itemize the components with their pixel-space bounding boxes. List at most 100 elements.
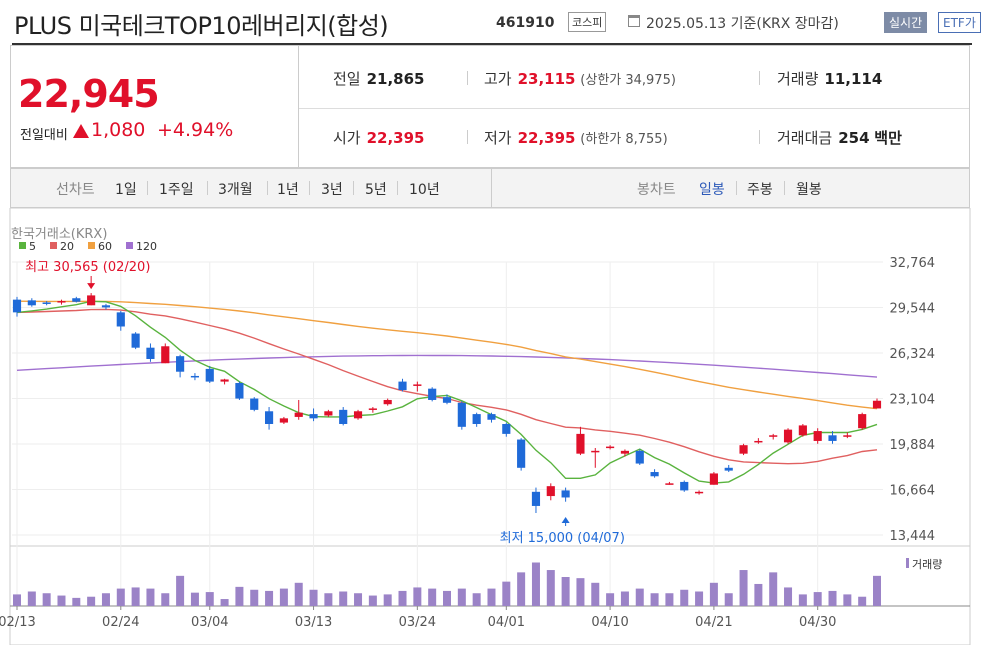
tab-separator [736,181,737,195]
candle-body [250,398,259,410]
ma-legend-label: 120 [136,240,157,253]
volume-bar [784,587,793,606]
volume-bar [873,575,881,606]
volume-bar [368,595,377,606]
amount-label: 거래대금 [777,129,833,147]
tab-3month[interactable]: 3개월 [218,182,253,198]
candle-body [176,356,185,372]
change-percent: +4.94% [157,119,234,141]
current-price-box: 22,945 전일대비 1,080 +4.94% [11,46,299,167]
chart-source-label: 한국거래소(KRX) [11,227,107,242]
chart-frame [9,207,971,646]
volume-bar [472,593,481,606]
volume-bar [42,593,51,606]
change-amount: 1,080 [91,119,146,141]
candle-body [858,414,867,429]
ma-legend-label: 60 [98,240,112,253]
tab-separator [784,181,785,195]
volume-label: 거래량 [777,70,819,88]
volume-bar [635,588,644,606]
volume-bar [309,589,318,606]
tab-10year[interactable]: 10년 [409,182,440,198]
candle-body [487,414,496,420]
prev-close-label: 전일 [333,70,361,88]
candle-body [576,433,585,454]
volume-bar [57,595,66,606]
volume-bar [576,578,585,606]
ma-line-60 [16,300,878,410]
volume-bar [754,583,763,606]
stock-chart: 한국거래소(KRX) 5 20 60 120 32,764 29,544 26,324 23,1… [0,207,983,646]
candle-body [813,431,822,441]
prev-close-cell: 전일 21,865 [333,68,425,89]
header-divider [12,43,972,45]
volume-bar [116,588,125,606]
tab-monthly[interactable]: 월봉 [796,182,822,198]
open-value: 22,395 [366,129,425,147]
high-arrow-head [87,283,96,290]
calendar-icon [628,15,640,27]
y-tick-label: 32,764 [890,256,936,271]
volume-bar [665,593,674,606]
volume-bar [27,591,36,606]
tab-separator [267,181,268,195]
candle-body [635,450,644,464]
volume-bar [724,593,733,606]
volume-bar [72,597,81,606]
y-tick-label: 29,544 [890,302,936,317]
cell-separator [759,71,760,85]
tab-1day[interactable]: 1일 [115,182,137,198]
candle-body [650,472,659,477]
x-tick-label: 04/10 [591,615,628,630]
tab-line-chart[interactable]: 선차트 [56,182,95,198]
volume-legend-label: 거래량 [912,558,942,571]
volume-bar [443,590,451,606]
volume-bar [383,594,392,606]
volume-bar [205,592,214,606]
candle-body [872,400,882,409]
quote-panel: 22,945 전일대비 1,080 +4.94% 전일 21,865 고가 23,1… [10,45,970,168]
tab-group-divider [491,169,492,207]
row-divider [299,108,969,109]
low-annotation: 최저 15,000 (04/07) [500,531,625,546]
volume-bar [101,593,110,606]
tab-5year[interactable]: 5년 [365,182,387,198]
tab-3year[interactable]: 3년 [321,182,343,198]
etf-button[interactable]: ETF가 [938,12,981,33]
reference-date: 2025.05.13 기준(KRX 장마감) [646,16,839,32]
y-tick-label: 26,324 [890,347,936,362]
volume-bar [339,591,348,606]
candle-body [190,375,200,378]
tab-1week[interactable]: 1주일 [159,182,194,198]
x-tick-label: 02/24 [102,615,139,630]
realtime-button[interactable]: 실시간 [884,12,928,33]
candle-body [724,467,733,471]
candle-body [12,299,22,313]
cell-separator [759,130,760,144]
candle-body [783,429,793,443]
volume-cell: 거래량 11,114 [777,68,882,89]
x-tick-label: 03/24 [399,615,436,630]
candle-body [309,414,318,419]
tab-1year[interactable]: 1년 [277,182,299,198]
quote-details: 전일 21,865 고가 23,115 (상한가 34,975) 거래량 11,114… [299,46,969,167]
volume-bar [487,588,496,606]
candle-body [116,312,125,327]
ma-legend-swatch [50,242,57,249]
tab-candle-chart[interactable]: 봉차트 [637,182,676,198]
candle-body [769,435,778,437]
tab-weekly[interactable]: 주봉 [747,182,773,198]
prev-close-value: 21,865 [366,70,425,88]
tab-daily[interactable]: 일봉 [699,182,725,198]
volume-bar [398,590,407,606]
candle-body [146,347,155,359]
candle-body [843,435,852,437]
high-annotation: 최고 30,565 (02/20) [25,260,150,275]
candle-body [131,333,140,348]
volume-bar [87,596,96,606]
ma-legend-swatch [19,242,26,249]
amount-unit: 백만 [874,129,902,147]
ma-legend-swatch [126,242,133,249]
candle-body [517,439,526,468]
candle-body [546,486,555,497]
